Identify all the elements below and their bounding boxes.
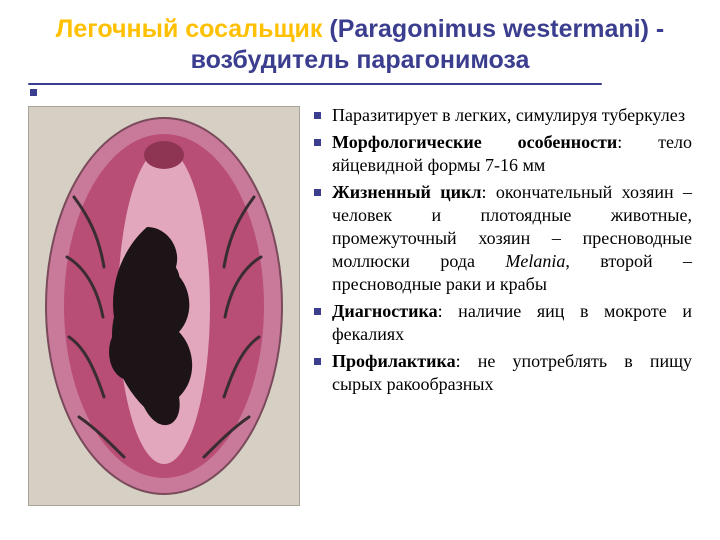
title-highlight: Легочный сосальщик [56, 15, 323, 43]
paragonimus-illustration-svg [29, 107, 299, 505]
bullet-item: Диагностика: наличие яиц в мокроте и фек… [310, 300, 692, 346]
bullet-list: Паразитирует в легких, симулируя туберку… [310, 104, 692, 396]
text-column: Паразитирует в легких, симулируя туберку… [310, 100, 692, 400]
bullet-text-run: Профилактика [332, 351, 456, 371]
bullet-item: Паразитирует в легких, симулируя туберку… [310, 104, 692, 127]
slide: Легочный сосальщик (Paragonimus westerma… [0, 0, 720, 540]
decorative-bullet [30, 89, 37, 96]
bullet-text-run: Жизненный цикл [332, 182, 482, 202]
bullet-text-run: Морфологические особенности [332, 132, 617, 152]
bullet-text-run: Паразитирует в легких, симулируя туберку… [332, 105, 685, 125]
content-row: Паразитирует в легких, симулируя туберку… [28, 100, 692, 506]
bullet-item: Профилактика: не употреблять в пищу сыры… [310, 350, 692, 396]
title-divider [28, 83, 602, 85]
organism-image [28, 106, 300, 506]
bullet-item: Жизненный цикл: окончательный хозяин – ч… [310, 181, 692, 296]
slide-title: Легочный сосальщик (Paragonimus westerma… [28, 14, 692, 77]
bullet-text-run: Melania [505, 251, 565, 271]
bullet-item: Морфологические особенности: тело яйцеви… [310, 131, 692, 177]
bullet-text-run: Диагностика [332, 301, 438, 321]
